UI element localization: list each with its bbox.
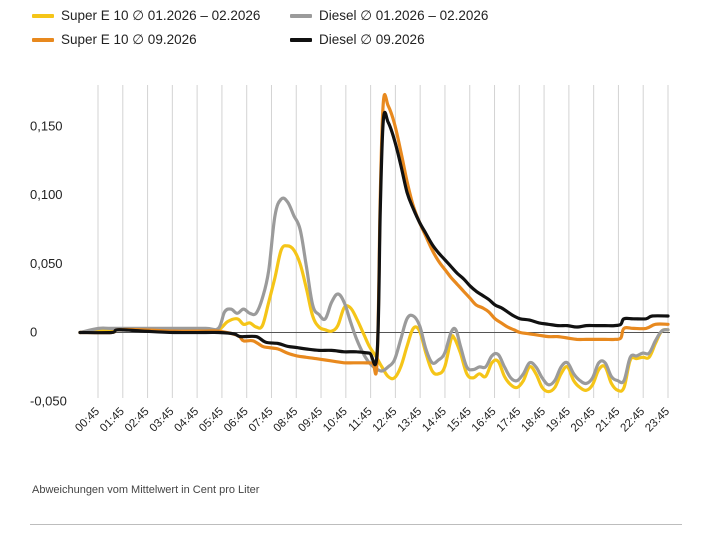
legend-swatch bbox=[290, 38, 312, 42]
x-tick-label: 03:45 bbox=[148, 406, 177, 435]
x-tick-label: 16:45 bbox=[470, 406, 499, 435]
x-tick-label: 23:45 bbox=[643, 406, 672, 435]
x-tick-label: 15:45 bbox=[445, 406, 474, 435]
x-tick-label: 02:45 bbox=[123, 406, 152, 435]
x-tick-label: 09:45 bbox=[296, 406, 325, 435]
legend-label: Diesel ∅ 01.2026 – 02.2026 bbox=[319, 8, 489, 23]
y-tick-label: 0,100 bbox=[30, 187, 63, 202]
x-tick-label: 21:45 bbox=[594, 406, 623, 435]
legend-label: Super E 10 ∅ 09.2026 bbox=[61, 32, 197, 47]
x-tick-label: 05:45 bbox=[197, 406, 226, 435]
x-tick-label: 17:45 bbox=[495, 406, 524, 435]
x-tick-label: 07:45 bbox=[247, 406, 276, 435]
y-axis: -0,050 0 0,050 0,100 0,150 bbox=[30, 118, 670, 408]
legend-item-super-e10-sep: Super E 10 ∅ 09.2026 bbox=[32, 32, 197, 48]
legend-item-super-e10-jan-feb: Super E 10 ∅ 01.2026 – 02.2026 bbox=[32, 8, 260, 24]
legend-label: Super E 10 ∅ 01.2026 – 02.2026 bbox=[61, 8, 261, 23]
legend-item-diesel-jan-feb: Diesel ∅ 01.2026 – 02.2026 bbox=[290, 8, 488, 24]
x-tick-label: 00:45 bbox=[73, 406, 102, 435]
series-line-diesel-sep bbox=[78, 110, 670, 367]
x-tick-label: 08:45 bbox=[272, 406, 301, 435]
y-tick-label: 0 bbox=[30, 325, 37, 340]
legend-swatch bbox=[32, 38, 54, 42]
legend-label: Diesel ∅ 09.2026 bbox=[319, 32, 425, 47]
chart-legend: Super E 10 ∅ 01.2026 – 02.2026 Diesel ∅ … bbox=[32, 6, 692, 50]
bottom-divider bbox=[30, 524, 682, 525]
x-tick-label: 12:45 bbox=[371, 406, 400, 435]
x-tick-label: 14:45 bbox=[420, 406, 449, 435]
series-line-super-e10-jan-feb bbox=[78, 244, 670, 394]
y-tick-label: 0,050 bbox=[30, 256, 63, 271]
x-tick-label: 06:45 bbox=[222, 406, 251, 435]
x-tick-label: 20:45 bbox=[569, 406, 598, 435]
series-lines bbox=[78, 93, 670, 394]
legend-item-diesel-sep: Diesel ∅ 09.2026 bbox=[290, 32, 425, 48]
x-tick-label: 22:45 bbox=[619, 406, 648, 435]
x-tick-label: 13:45 bbox=[395, 406, 424, 435]
unit-note: Abweichungen vom Mittelwert in Cent pro … bbox=[32, 484, 260, 496]
legend-swatch bbox=[290, 14, 312, 18]
x-tick-label: 10:45 bbox=[321, 406, 350, 435]
x-tick-label: 19:45 bbox=[544, 406, 573, 435]
legend-swatch bbox=[32, 14, 54, 18]
x-tick-label: 11:45 bbox=[346, 406, 374, 434]
y-tick-label: 0,150 bbox=[30, 118, 63, 133]
y-tick-label: -0,050 bbox=[30, 393, 67, 408]
x-axis: 00:4501:4502:4503:4504:4505:4506:4507:45… bbox=[73, 406, 672, 435]
x-tick-label: 04:45 bbox=[172, 406, 201, 435]
vertical-gridlines bbox=[97, 85, 669, 398]
x-tick-label: 01:45 bbox=[98, 406, 127, 435]
x-tick-label: 18:45 bbox=[519, 406, 548, 435]
series-line-diesel-jan-feb bbox=[78, 196, 670, 387]
